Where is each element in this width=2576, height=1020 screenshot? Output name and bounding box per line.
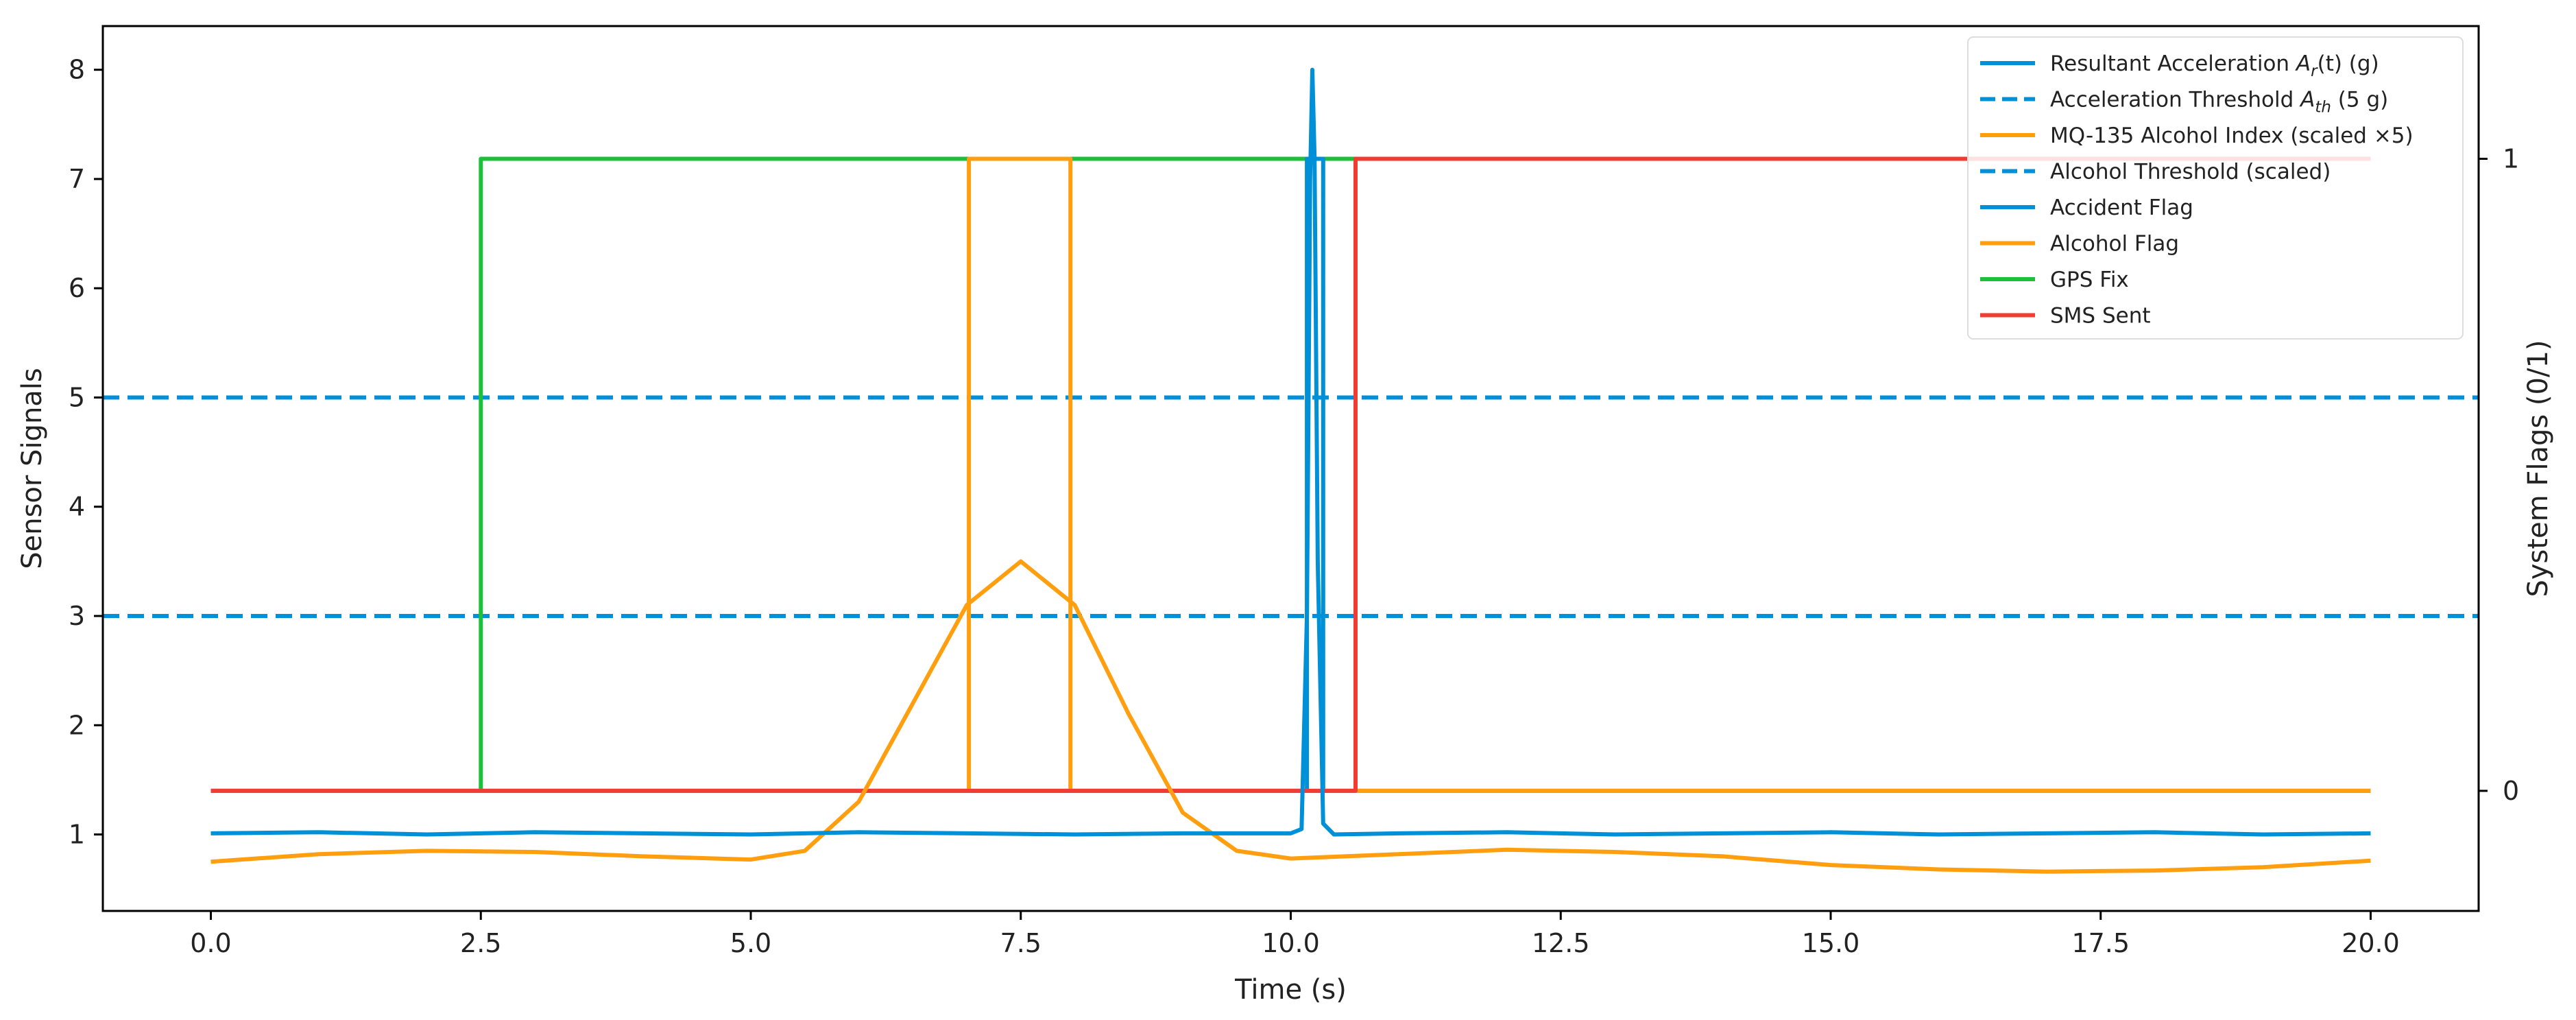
x-tick-label: 2.5 [460,928,501,958]
legend-label-resultant-acceleration-a-r-t-g: Resultant Acceleration Ar(t) (g) [2050,51,2379,80]
legend-label-alcohol-flag: Alcohol Flag [2050,232,2179,257]
x-axis-label: Time (s) [1234,974,1347,1006]
legend-label-acceleration-threshold-a-th-5-g: Acceleration Threshold Ath (5 g) [2050,88,2388,117]
legend-label-alcohol-threshold-scaled: Alcohol Threshold (scaled) [2050,160,2331,185]
legend-box [1967,36,2464,340]
series-line-sms-sent [210,156,2371,793]
x-tick-label: 20.0 [2342,928,2400,958]
y2-tick-label: 0 [2503,776,2519,806]
x-tick-label: 12.5 [1532,928,1590,958]
legend-label-mq-135-alcohol-index-scaled-5: MQ-135 Alcohol Index (scaled ×5) [2050,123,2414,148]
y-tick-label: 7 [69,164,85,194]
series-line-mq-135-alcohol-index-scaled-5 [210,559,2371,874]
y2-axis-label: System Flags (0/1) [2523,340,2554,597]
legend-label-sms-sent: SMS Sent [2050,304,2151,329]
legend-label-accident-flag: Accident Flag [2050,195,2193,220]
series-line-resultant-acceleration-a-r-t-g [210,67,2371,837]
y-tick-label: 4 [69,492,85,522]
legend-label-gps-fix: GPS Fix [2050,268,2129,292]
y-axis-label: Sensor Signals [16,368,48,569]
y-tick-label: 1 [69,820,85,850]
x-tick-label: 5.0 [730,928,771,958]
y-tick-label: 2 [69,710,85,740]
x-tick-label: 17.5 [2071,928,2130,958]
y-tick-label: 3 [69,601,85,631]
x-tick-label: 0.0 [190,928,231,958]
x-tick-label: 7.5 [1000,928,1042,958]
y-tick-label: 5 [69,382,85,412]
y-tick-label: 8 [69,55,85,85]
x-tick-label: 15.0 [1802,928,1860,958]
y2-tick-label: 1 [2503,144,2519,174]
x-tick-label: 10.0 [1262,928,1320,958]
y-tick-label: 6 [69,273,85,303]
